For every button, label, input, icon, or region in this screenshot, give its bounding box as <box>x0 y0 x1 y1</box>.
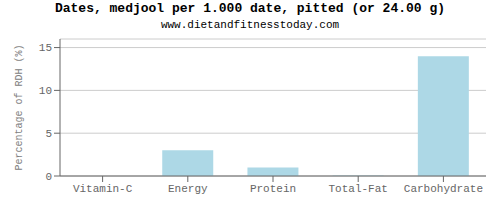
svg-text:10: 10 <box>39 85 52 97</box>
svg-text:Percentage of RDH (%): Percentage of RDH (%) <box>14 44 25 170</box>
svg-text:Energy: Energy <box>168 183 208 195</box>
svg-text:15: 15 <box>39 42 52 54</box>
svg-text:0: 0 <box>45 171 52 183</box>
svg-text:Vitamin-C: Vitamin-C <box>73 183 133 195</box>
svg-text:Total-Fat: Total-Fat <box>328 183 387 195</box>
html-text:www.dietandfitnesstoday.com: www.dietandfitnesstoday.com <box>160 19 340 31</box>
svg-text:Protein: Protein <box>250 183 296 195</box>
html-text:Dates, medjool per 1.000 date,: Dates, medjool per 1.000 date, pitted (o… <box>55 1 445 16</box>
svg-text:5: 5 <box>45 128 52 140</box>
svg-text:Carbohydrate: Carbohydrate <box>404 183 483 195</box>
